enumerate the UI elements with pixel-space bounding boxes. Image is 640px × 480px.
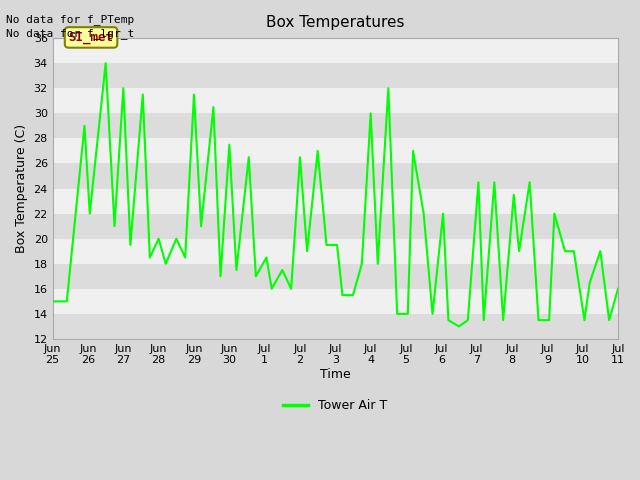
Text: SI_met: SI_met [68, 31, 113, 44]
Bar [52, 63, 618, 88]
Bar [52, 189, 618, 214]
Bar [52, 314, 618, 339]
Text: No data for f_lgr_t: No data for f_lgr_t [6, 28, 134, 39]
Bar [52, 214, 618, 239]
Bar [52, 264, 618, 289]
Legend: Tower Air T: Tower Air T [278, 394, 392, 417]
X-axis label: Time: Time [320, 368, 351, 381]
Bar [52, 113, 618, 138]
Bar [52, 164, 618, 189]
Bar [52, 138, 618, 164]
Y-axis label: Box Temperature (C): Box Temperature (C) [15, 124, 28, 253]
Bar [52, 289, 618, 314]
Text: No data for f_PTemp: No data for f_PTemp [6, 13, 134, 24]
Bar [52, 239, 618, 264]
Bar [52, 38, 618, 63]
Title: Box Temperatures: Box Temperatures [266, 15, 404, 30]
Bar [52, 88, 618, 113]
